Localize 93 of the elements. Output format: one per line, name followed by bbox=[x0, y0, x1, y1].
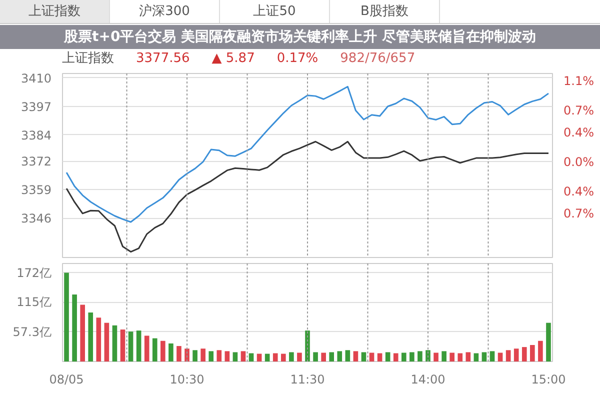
bar bbox=[353, 351, 358, 362]
bar bbox=[345, 350, 350, 362]
x-tick-label: 11:30 bbox=[290, 372, 325, 386]
bar bbox=[514, 348, 519, 362]
text: 0.17% bbox=[276, 51, 318, 66]
bar bbox=[80, 304, 85, 362]
x-tick-label: 14:00 bbox=[410, 372, 446, 386]
text: 沪深300 bbox=[110, 0, 220, 24]
y2-tick-label: 0.4% bbox=[564, 184, 594, 198]
bar bbox=[546, 322, 551, 362]
bar bbox=[104, 322, 110, 362]
bar bbox=[530, 344, 535, 362]
bar bbox=[490, 351, 495, 362]
bar bbox=[200, 348, 206, 362]
bar bbox=[280, 354, 286, 362]
bar bbox=[385, 352, 390, 362]
line-series bbox=[66, 86, 550, 223]
bar bbox=[466, 352, 471, 362]
bar bbox=[361, 352, 366, 362]
bar bbox=[64, 272, 69, 362]
bar bbox=[377, 353, 382, 362]
bar bbox=[160, 340, 166, 362]
y-tick-label: 3410 bbox=[20, 71, 52, 86]
line-series bbox=[66, 140, 550, 253]
bar bbox=[216, 350, 222, 362]
y-tick-label: 3359 bbox=[20, 183, 52, 198]
bar bbox=[152, 338, 158, 362]
text: 上证50 bbox=[220, 0, 330, 24]
bar bbox=[176, 346, 182, 362]
text: 上证指数 bbox=[0, 0, 110, 24]
bar bbox=[313, 352, 318, 362]
text: 3377.56 bbox=[136, 51, 190, 66]
y-tick-label: 3372 bbox=[20, 154, 52, 169]
bar bbox=[506, 350, 511, 362]
bar bbox=[498, 352, 503, 362]
text: 982/76/657 bbox=[340, 51, 416, 66]
bar bbox=[128, 332, 134, 362]
text: ▲ 5.87 bbox=[212, 51, 255, 66]
bar bbox=[410, 352, 414, 362]
bar bbox=[297, 352, 302, 362]
bar bbox=[369, 352, 374, 362]
text: B股指数 bbox=[330, 0, 440, 24]
x-tick-label: 10:30 bbox=[170, 372, 204, 386]
bar bbox=[272, 353, 278, 362]
bar bbox=[192, 350, 198, 362]
bar bbox=[474, 353, 479, 362]
bar bbox=[482, 352, 487, 362]
bar bbox=[184, 348, 190, 362]
y-tick-label: 3346 bbox=[20, 212, 52, 226]
x-tick-label: 08/05 bbox=[49, 372, 84, 386]
bar bbox=[442, 351, 446, 362]
bar bbox=[256, 354, 262, 362]
bar bbox=[538, 340, 543, 362]
bar bbox=[88, 312, 94, 362]
bar bbox=[248, 353, 254, 362]
text: 股票t+0平台交易 美国隔夜融资市场关键利率上升 尽管美联储旨在抑制波动 bbox=[0, 25, 600, 49]
bar bbox=[72, 294, 77, 362]
bar bbox=[305, 330, 310, 362]
y2-tick-label: 0.7% bbox=[564, 206, 594, 220]
y2-tick-label: 0.4% bbox=[564, 125, 594, 140]
bar bbox=[144, 336, 150, 362]
bar bbox=[264, 354, 270, 362]
y-tick-label: 57.3亿 bbox=[12, 324, 52, 339]
bar bbox=[458, 353, 463, 362]
bar bbox=[329, 352, 334, 362]
bar bbox=[232, 352, 238, 362]
y2-tick-label: 0.7% bbox=[564, 103, 594, 118]
bar bbox=[450, 352, 454, 362]
x-tick-label: 15:00 bbox=[531, 372, 566, 386]
y-tick-label: 3397 bbox=[20, 100, 52, 114]
bar bbox=[393, 353, 398, 362]
bar bbox=[208, 351, 214, 362]
bar bbox=[224, 351, 230, 362]
y-tick-label: 115亿 bbox=[16, 295, 52, 310]
bar bbox=[401, 352, 406, 362]
y-tick-label: 172亿 bbox=[16, 266, 52, 280]
bar bbox=[136, 330, 142, 362]
bar bbox=[321, 352, 326, 362]
bar bbox=[522, 347, 527, 362]
bar bbox=[289, 352, 294, 362]
y-tick-label: 3384 bbox=[20, 128, 52, 142]
bar bbox=[120, 330, 126, 362]
bar bbox=[337, 351, 342, 362]
bar bbox=[240, 351, 246, 362]
bar bbox=[96, 318, 102, 362]
bar bbox=[434, 352, 438, 362]
y2-tick-label: 1.1% bbox=[564, 74, 594, 88]
bar bbox=[426, 350, 430, 362]
chart-title: 上证指数 bbox=[62, 51, 114, 66]
y2-tick-label: 0.0% bbox=[564, 154, 594, 169]
bar bbox=[168, 343, 174, 362]
bar bbox=[112, 325, 118, 362]
bar bbox=[418, 351, 422, 362]
